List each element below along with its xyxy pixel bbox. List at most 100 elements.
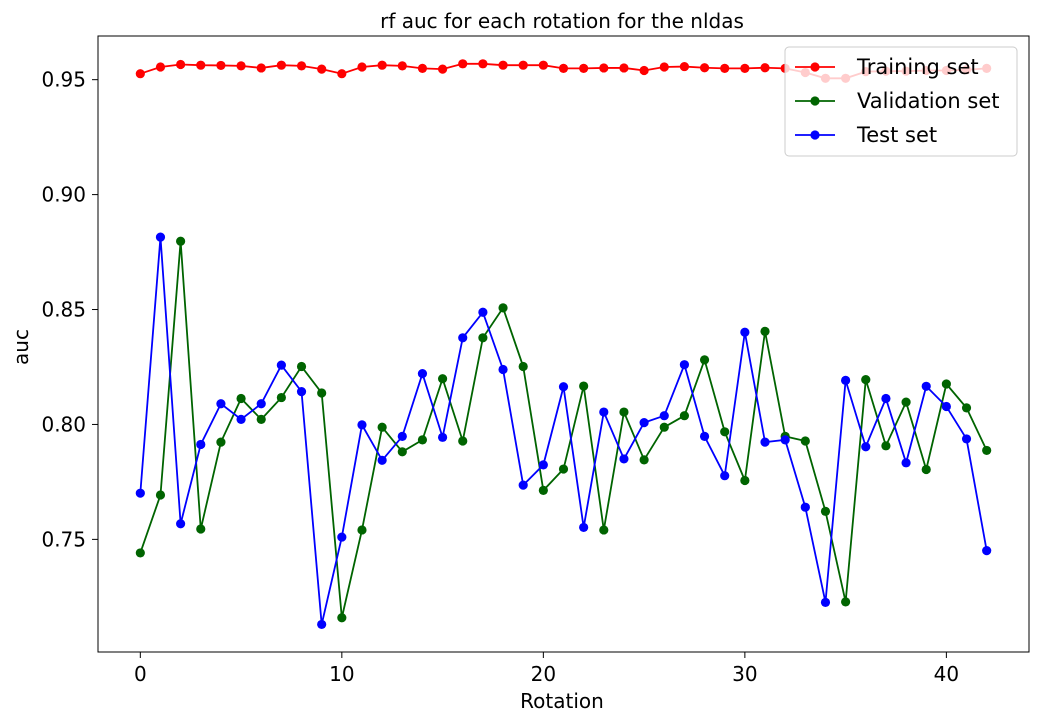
training-set-point: [176, 59, 186, 70]
validation-set-point: [921, 464, 931, 475]
validation-set-point: [639, 455, 649, 465]
validation-set-point: [296, 361, 307, 372]
validation-set-point: [518, 361, 528, 372]
training-set-point: [599, 63, 609, 73]
training-set-point: [196, 60, 206, 70]
test-set-point: [417, 369, 428, 379]
validation-set-point: [397, 447, 407, 457]
training-set-point: [276, 60, 286, 70]
validation-set-point: [901, 397, 911, 407]
validation-set-point: [357, 525, 367, 535]
training-set-point: [377, 60, 387, 70]
validation-set-point: [196, 524, 206, 534]
training-set-point: [740, 63, 750, 74]
validation-set-point: [841, 597, 851, 607]
training-set-point: [216, 60, 226, 71]
training-set-point: [478, 59, 488, 69]
validation-set-point: [941, 379, 951, 389]
validation-set-point: [740, 475, 750, 486]
test-set-point: [155, 232, 166, 242]
validation-set-point: [619, 407, 629, 417]
test-set-point: [317, 619, 327, 630]
validation-set-point: [417, 435, 428, 445]
training-set-point: [579, 63, 589, 74]
test-set-point: [538, 460, 548, 470]
test-set-point: [357, 420, 367, 430]
x-tick-label: 40: [934, 662, 959, 686]
legend-box: [784, 46, 1018, 157]
validation-set-point: [437, 374, 448, 384]
validation-set-point: [216, 437, 226, 447]
validation-set-point: [176, 236, 186, 246]
training-set-point: [518, 60, 528, 70]
validation-set-point: [982, 445, 992, 456]
training-set-point: [659, 62, 669, 72]
test-set-point: [579, 522, 589, 533]
test-set-point: [820, 597, 831, 607]
training-set-point: [699, 63, 710, 73]
test-set-point: [256, 399, 266, 409]
validation-set-point: [478, 333, 488, 343]
validation-set-point: [317, 388, 327, 398]
test-set-point: [135, 488, 145, 498]
validation-set-point: [155, 490, 166, 500]
test-set-point: [881, 393, 891, 404]
training-set-point: [317, 64, 327, 74]
test-set-point: [296, 386, 307, 397]
test-set-point: [921, 381, 931, 391]
training-set-point: [397, 61, 407, 71]
test-set-point: [941, 401, 951, 412]
training-set-point: [417, 63, 428, 74]
legend-label-validation-set: Validation set: [857, 89, 999, 113]
training-set-point: [357, 62, 367, 72]
validation-set-point: [236, 393, 246, 404]
training-set-point: [458, 59, 468, 69]
test-set-point: [377, 455, 387, 465]
y-tick-label: 0.85: [41, 298, 86, 322]
validation-set-point: [538, 485, 548, 496]
legend-label-test-set: Test set: [856, 123, 937, 147]
legend-marker-validation-set: [810, 96, 820, 106]
validation-set-point: [760, 326, 770, 336]
x-tick-label: 0: [134, 662, 147, 686]
test-set-point: [599, 407, 609, 417]
legend-marker-training-set: [810, 62, 820, 72]
y-tick-label: 0.75: [41, 527, 86, 551]
test-set-point: [276, 360, 286, 370]
test-set-point: [196, 439, 206, 450]
validation-set-point: [337, 613, 347, 623]
test-set-point: [679, 360, 690, 370]
validation-set-point: [558, 464, 569, 474]
training-set-point: [720, 63, 730, 74]
chart-title: rf auc for each rotation for the nldas: [380, 9, 744, 33]
x-axis-label: Rotation: [520, 689, 604, 713]
test-set-point: [437, 432, 448, 442]
validation-set-point: [679, 411, 690, 421]
test-set-point: [236, 414, 246, 424]
training-set-point: [760, 63, 770, 73]
test-set-point: [901, 458, 911, 468]
x-tick-label: 20: [531, 662, 556, 686]
validation-set-point: [800, 436, 810, 446]
test-set-point: [639, 418, 649, 428]
test-set-point: [458, 333, 468, 343]
training-set-point: [236, 61, 246, 71]
training-set-point: [155, 62, 166, 72]
legend-marker-test-set: [810, 130, 820, 140]
training-set-point: [679, 61, 690, 72]
test-set-point: [619, 454, 629, 464]
validation-set-point: [881, 441, 891, 451]
axes-frame: [97, 35, 1030, 653]
training-set-point: [296, 61, 307, 71]
test-set-point: [740, 327, 750, 337]
validation-set-point: [861, 375, 871, 385]
test-set-point: [760, 437, 770, 447]
validation-set-point: [256, 414, 266, 424]
axes: 0 10 20 30 40 0.75 0.80 0.85 0.90 0.95: [41, 35, 1030, 686]
test-set-point: [558, 382, 569, 392]
test-set-point: [397, 431, 407, 441]
validation-set-point: [579, 381, 589, 391]
training-set-point: [256, 63, 266, 73]
validation-set-point: [498, 303, 508, 313]
